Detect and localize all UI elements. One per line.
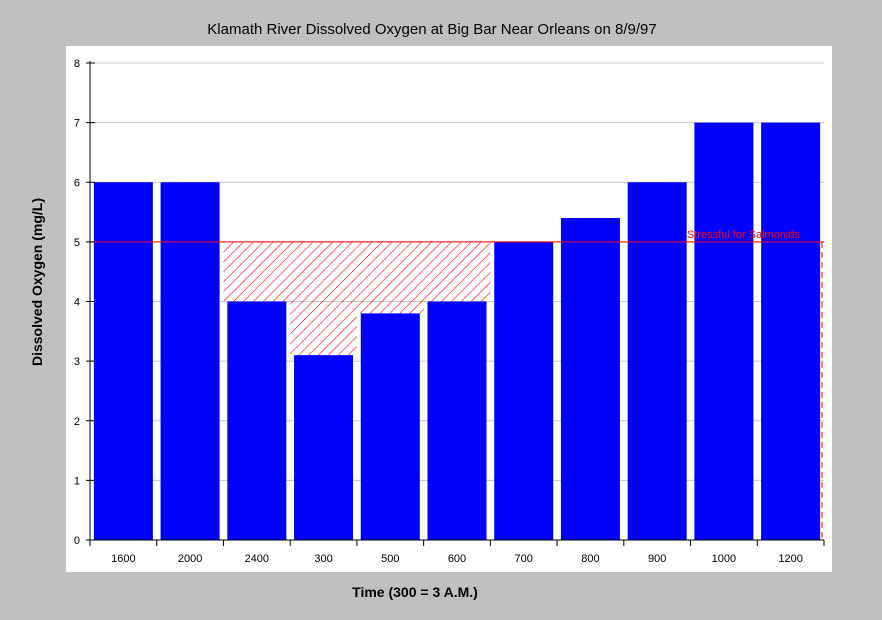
bar <box>93 182 153 540</box>
x-tick-label: 1000 <box>712 553 736 565</box>
bar <box>427 301 487 540</box>
x-tick-label: 800 <box>581 553 599 565</box>
y-tick-label: 6 <box>74 177 80 189</box>
axes: 0 1 2 3 4 5 6 7 8 1600 2000 2400 300 500 600 700 800 900 1… <box>74 58 825 565</box>
y-tick-label: 7 <box>74 118 80 130</box>
threshold-label: Stressful for Salmonids <box>687 229 801 241</box>
threshold: Stressful for Salmonids <box>89 229 824 540</box>
x-tick-label: 300 <box>314 553 332 565</box>
x-tick-label: 2000 <box>178 553 202 565</box>
y-tick-label: 3 <box>74 356 80 368</box>
y-axis-label: Dissolved Oxygen (mg/L) <box>29 198 45 366</box>
threshold-hatch <box>223 241 491 356</box>
bar <box>560 218 620 540</box>
hatch-region <box>223 241 291 302</box>
x-tick-label: 600 <box>448 553 466 565</box>
y-tick-label: 4 <box>74 297 80 309</box>
bars <box>93 122 821 540</box>
y-tick-label: 8 <box>74 58 80 70</box>
bar <box>494 241 554 540</box>
x-tick-label: 500 <box>381 553 399 565</box>
y-tick-label: 5 <box>74 237 80 249</box>
bar <box>627 182 687 540</box>
x-tick-label: 2400 <box>245 553 269 565</box>
bar <box>294 355 354 540</box>
x-tick-label: 900 <box>648 553 666 565</box>
x-tick-label: 1600 <box>111 553 135 565</box>
bar <box>227 301 287 540</box>
y-tick-label: 1 <box>74 475 80 487</box>
bar <box>360 313 420 540</box>
hatch-region <box>423 241 491 302</box>
x-axis-label: Time (300 = 3 A.M.) <box>352 584 478 600</box>
chart-title: Klamath River Dissolved Oxygen at Big Ba… <box>207 21 656 38</box>
hatch-region <box>356 241 424 314</box>
bar <box>761 122 821 540</box>
x-tick-label: 700 <box>515 553 533 565</box>
bar <box>160 182 220 540</box>
y-tick-label: 0 <box>74 535 80 547</box>
hatch-region <box>290 241 357 356</box>
bar <box>694 122 754 540</box>
x-tick-label: 1200 <box>778 553 802 565</box>
y-tick-label: 2 <box>74 416 80 428</box>
